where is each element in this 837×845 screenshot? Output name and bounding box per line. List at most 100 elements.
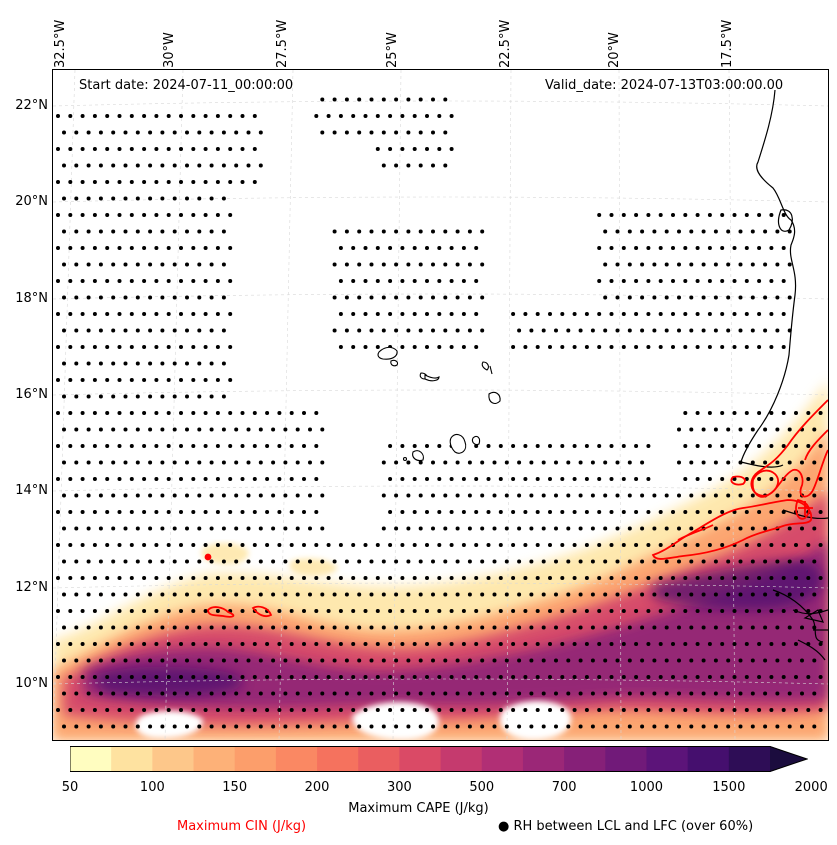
rh-dot [713,460,718,465]
rh-dot [92,378,97,382]
rh-dot [707,411,712,415]
rh-dot [560,444,565,448]
rh-dot [437,246,442,250]
rh-dot [640,460,645,465]
rh-dot [603,625,608,630]
rh-dot [701,625,706,630]
rh-dot [148,691,153,696]
rh-dot [258,658,263,663]
rh-dot [689,295,694,300]
rh-dot [437,279,442,283]
rh-dot [474,675,479,679]
rh-dot [732,675,737,679]
rh-dot [221,559,226,564]
rh-dot [554,526,558,531]
rh-dot [381,493,386,498]
rh-dot [689,724,694,729]
rh-dot [56,279,60,283]
rh-dot [800,526,804,531]
rh-dot [148,658,153,663]
rh-dot [228,312,233,316]
rh-dot [160,526,165,531]
rh-dot [695,510,700,514]
rh-dot [246,526,251,531]
rh-dot [590,328,595,333]
rh-dot [597,477,602,481]
rh-dot [56,576,60,580]
rh-dot [142,147,147,151]
rh-dot [646,576,651,580]
rh-dot [179,675,183,679]
rh-dot [511,510,516,514]
rh-dot [394,97,399,102]
rh-dot [523,510,528,514]
rh-dot [732,444,737,448]
rh-dot [74,130,79,135]
rh-dot [418,559,423,564]
rh-dot [172,196,177,201]
rh-dot [86,724,91,729]
rh-dot [652,328,657,333]
rh-dot [603,592,608,597]
rh-dot [560,675,565,679]
rh-dot [86,262,91,267]
lon-label-22.5w: 22.5°W [498,19,513,68]
rh-dot [381,262,386,267]
rh-dot [677,658,681,663]
rh-dot [240,147,245,151]
rh-dot [689,592,694,597]
rh-dot [726,724,731,729]
rh-dot [658,279,663,283]
rh-dot [166,411,171,415]
rh-dot [443,229,448,234]
rh-dot [203,675,208,679]
rh-dot [572,609,577,613]
rh-dot [92,147,97,151]
rh-dot [757,279,762,283]
rh-dot [357,724,362,729]
rh-dot [357,229,362,234]
rh-dot [308,559,312,564]
rh-dot [252,114,257,118]
rh-dot [388,114,393,118]
rh-dot [142,609,147,613]
rh-dot [781,675,786,679]
rh-dot [517,691,522,696]
rh-dot [302,708,306,712]
rh-dot [160,163,165,168]
rh-dot [363,312,368,316]
rh-dot [86,196,91,201]
rh-dot [179,576,183,580]
rh-dot [627,295,632,300]
rh-dot [603,559,608,564]
rh-dot [179,477,183,481]
rh-dot [486,642,491,646]
rh-dot [720,246,725,250]
rh-dot [418,328,423,333]
rh-dot [221,262,226,267]
rh-dot [812,526,817,531]
rh-dot [179,345,183,349]
rh-dot [197,427,202,432]
rh-dot [62,295,66,300]
rh-dot [554,460,558,465]
rh-dot [590,592,595,597]
rh-dot [615,559,620,564]
rh-dot [486,576,491,580]
rh-dot [572,675,577,679]
rh-dot [381,691,386,696]
rh-dot [332,658,337,663]
rh-dot [363,114,368,118]
rh-dot [652,625,657,630]
rh-dot [584,543,589,547]
rh-dot [375,246,380,250]
rh-dot [609,642,614,646]
rh-dot [344,559,349,564]
rh-dot [105,378,110,382]
rh-dot [467,493,472,498]
rh-dot [351,279,356,283]
rh-dot [148,295,153,300]
rh-dot [744,411,749,415]
rh-dot [757,543,762,547]
rh-dot [363,246,368,250]
